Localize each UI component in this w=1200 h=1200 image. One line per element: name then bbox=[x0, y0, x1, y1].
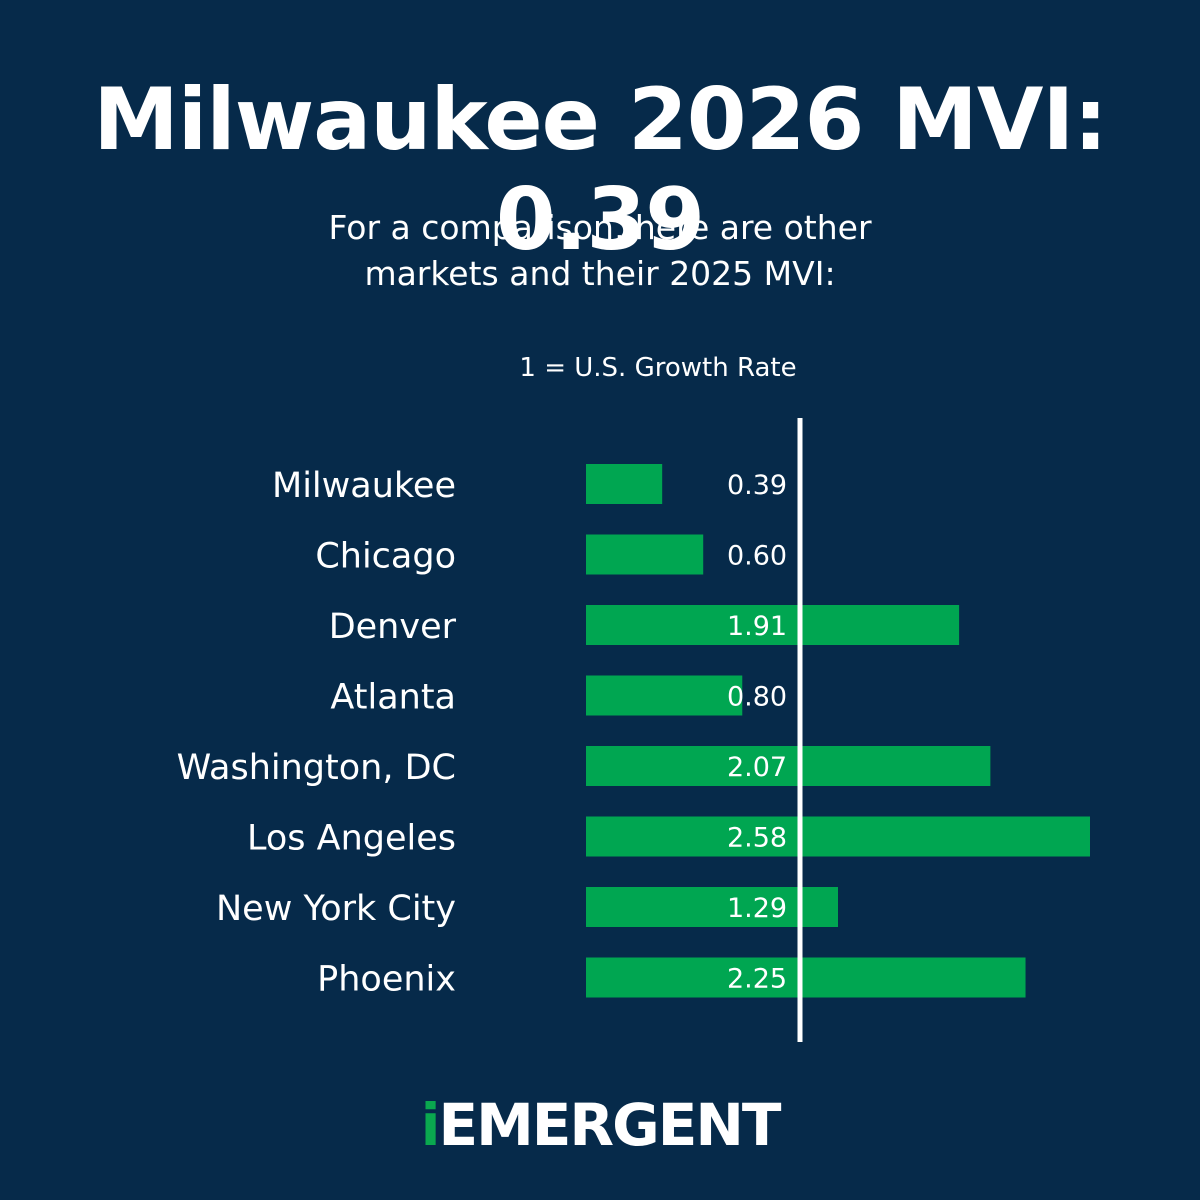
bar bbox=[586, 605, 960, 645]
bar bbox=[586, 675, 743, 716]
category-label: Atlanta bbox=[330, 678, 456, 718]
value-label: 0.60 bbox=[727, 541, 787, 572]
value-label: 2.58 bbox=[727, 823, 787, 854]
subtitle-line-1: For a comparison, here are other bbox=[328, 208, 872, 247]
logo-text: EMERGENT bbox=[438, 1091, 781, 1159]
subtitle-line-2: markets and their 2025 MVI: bbox=[364, 254, 836, 293]
subtitle: For a comparison, here are other markets… bbox=[0, 205, 1200, 297]
page-title: Milwaukee 2026 MVI: 0.39 bbox=[93, 70, 1108, 270]
bar bbox=[586, 534, 704, 575]
category-label: Phoenix bbox=[317, 960, 456, 1000]
category-label: Los Angeles bbox=[247, 819, 456, 859]
category-label: Washington, DC bbox=[177, 748, 456, 788]
category-label: Milwaukee bbox=[272, 466, 456, 506]
value-label: 2.25 bbox=[727, 964, 787, 995]
reference-label: 1 = U.S. Growth Rate bbox=[519, 353, 797, 383]
value-labels-layer: 0.39 0.60 1.91 0.80 2.07 2.58 1.29 2.25 bbox=[727, 470, 787, 995]
bar bbox=[586, 464, 663, 504]
category-label: Denver bbox=[329, 607, 457, 647]
value-label: 0.39 bbox=[727, 470, 787, 501]
value-label: 2.07 bbox=[727, 752, 787, 783]
bar bbox=[586, 816, 1090, 857]
iemergent-logo: iEMERGENT bbox=[0, 1090, 1200, 1160]
bars-layer bbox=[586, 464, 1090, 998]
value-label: 1.29 bbox=[727, 893, 787, 924]
bar bbox=[586, 887, 838, 927]
value-label: 1.91 bbox=[727, 611, 787, 642]
logo-mark: i bbox=[420, 1091, 441, 1159]
category-label: New York City bbox=[216, 889, 456, 929]
bar bbox=[586, 746, 991, 786]
value-label: 0.80 bbox=[727, 682, 787, 713]
bar bbox=[586, 957, 1026, 998]
category-label: Chicago bbox=[315, 537, 456, 577]
labels-layer: Milwaukee Chicago Denver Atlanta Washington,… bbox=[177, 466, 457, 1000]
